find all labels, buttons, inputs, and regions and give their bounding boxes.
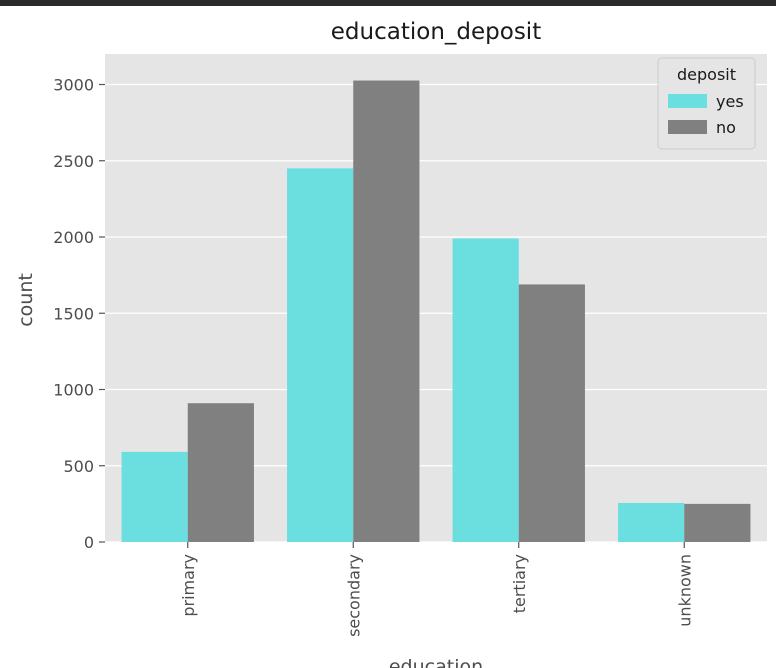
bar-yes-secondary	[287, 168, 354, 542]
x-axis-label: education	[389, 656, 483, 668]
chart-title: education_deposit	[331, 19, 541, 45]
bar-no-tertiary	[518, 284, 585, 542]
y-tick-label: 1500	[53, 304, 94, 323]
legend-swatch-yes	[668, 94, 707, 108]
window-top-bar	[0, 0, 776, 6]
legend-label-no: no	[716, 118, 736, 137]
y-axis-label: count	[15, 273, 37, 327]
x-tick-label-unknown: unknown	[675, 554, 694, 627]
y-tick-label: 0	[84, 533, 94, 552]
y-tick-label: 3000	[53, 76, 94, 95]
bar-no-secondary	[353, 80, 420, 542]
y-tick-label: 500	[63, 457, 94, 476]
bar-no-primary	[187, 403, 254, 542]
legend: deposit yes no	[657, 57, 756, 150]
bar-yes-primary	[121, 451, 188, 542]
bars	[121, 80, 751, 542]
bar-no-unknown	[684, 503, 751, 542]
x-tick-label-secondary: secondary	[344, 554, 363, 637]
bar-yes-tertiary	[452, 238, 519, 542]
legend-label-yes: yes	[716, 92, 744, 111]
x-tick-label-tertiary: tertiary	[510, 554, 529, 613]
y-tick-label: 2000	[53, 228, 94, 247]
y-tick-label: 1000	[53, 381, 94, 400]
legend-title: deposit	[677, 65, 736, 84]
legend-swatch-no	[668, 120, 707, 134]
x-tick-label-primary: primary	[179, 554, 198, 617]
bar-yes-unknown	[618, 502, 685, 542]
y-axis: 0 500 1000 1500 2000 2500 3000	[53, 76, 105, 552]
y-tick-label: 2500	[53, 152, 94, 171]
x-axis: primary secondary tertiary unknown	[179, 542, 694, 637]
